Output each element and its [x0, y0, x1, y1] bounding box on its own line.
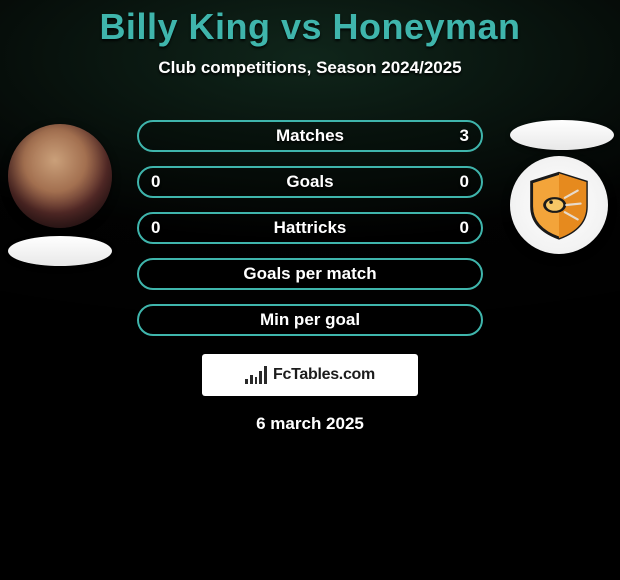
page-date: 6 march 2025 — [0, 414, 620, 434]
page-subtitle: Club competitions, Season 2024/2025 — [0, 58, 620, 78]
stat-label: Goals per match — [243, 264, 376, 284]
stat-row-min-per-goal: Min per goal — [137, 304, 483, 336]
stat-label: Goals — [286, 172, 333, 192]
brand-text: FcTables.com — [273, 366, 375, 384]
player-right-block — [510, 120, 614, 254]
brand-chart-icon — [245, 366, 267, 384]
stat-row-matches: Matches 3 — [137, 120, 483, 152]
stat-left-value: 0 — [151, 214, 160, 242]
stat-left-value: 0 — [151, 168, 160, 196]
stat-row-goals: 0 Goals 0 — [137, 166, 483, 198]
stat-right-value: 0 — [460, 214, 469, 242]
player-right-club-badge-top — [510, 120, 614, 150]
stat-label: Hattricks — [274, 218, 347, 238]
player-left-club-badge — [8, 236, 112, 266]
stat-right-value: 3 — [460, 122, 469, 150]
stat-label: Min per goal — [260, 310, 360, 330]
stat-label: Matches — [276, 126, 344, 146]
stat-right-value: 0 — [460, 168, 469, 196]
player-left-block — [8, 124, 112, 266]
stat-row-hattricks: 0 Hattricks 0 — [137, 212, 483, 244]
page-title: Billy King vs Honeyman — [0, 6, 620, 48]
player-right-avatar — [510, 156, 608, 254]
brand-badge: FcTables.com — [202, 354, 418, 396]
player-left-avatar — [8, 124, 112, 228]
club-crest-icon — [523, 169, 595, 241]
stat-row-goals-per-match: Goals per match — [137, 258, 483, 290]
stats-list: Matches 3 0 Goals 0 0 Hattricks 0 Goals … — [137, 120, 483, 336]
